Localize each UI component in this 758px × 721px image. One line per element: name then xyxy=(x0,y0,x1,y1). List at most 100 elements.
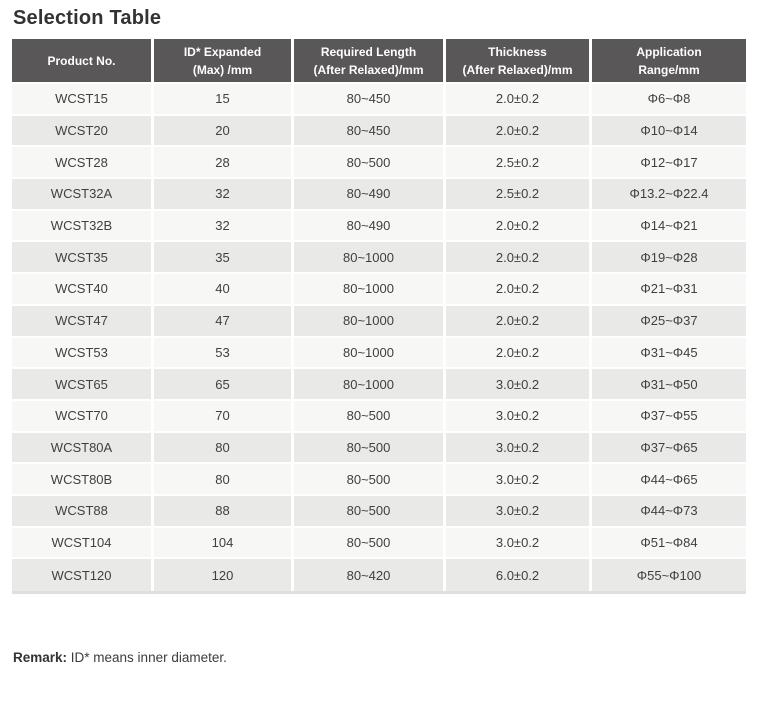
table-row: WCST120 120 80~420 6.0±0.2 Φ55~Φ100 xyxy=(12,559,746,591)
table-cell: 80~1000 xyxy=(294,337,446,370)
remark: Remark: ID* means inner diameter. xyxy=(13,650,746,665)
table-cell: 3.0±0.2 xyxy=(446,369,592,401)
table-cell: Φ55~Φ100 xyxy=(592,559,746,591)
table-cell: WCST65 xyxy=(12,369,154,401)
table-row: WCST32B 32 80~490 2.0±0.2 Φ14~Φ21 xyxy=(12,210,746,243)
table-cell: 80~1000 xyxy=(294,369,446,401)
table-body: WCST15 15 80~450 2.0±0.2 Φ6~Φ8 WCST20 20 80~450… xyxy=(12,84,746,591)
table-cell: Φ37~Φ65 xyxy=(592,432,746,465)
table-cell: Φ19~Φ28 xyxy=(592,242,746,275)
table-cell: 2.0±0.2 xyxy=(446,84,592,116)
table-cell: Φ31~Φ45 xyxy=(592,337,746,370)
table-cell: Φ10~Φ14 xyxy=(592,115,746,148)
table-cell: 32 xyxy=(154,179,294,211)
table-cell: 80~420 xyxy=(294,559,446,591)
table-cell: 2.0±0.2 xyxy=(446,305,592,338)
table-row: WCST70 70 80~500 3.0±0.2 Φ37~Φ55 xyxy=(12,400,746,433)
table-cell: WCST104 xyxy=(12,527,154,560)
table-cell: Φ51~Φ84 xyxy=(592,527,746,560)
selection-table: Product No. ID* Expanded (Max) /mm Requi… xyxy=(12,39,746,594)
table-row: WCST80A 80 80~500 3.0±0.2 Φ37~Φ65 xyxy=(12,432,746,465)
table-cell: 80~500 xyxy=(294,400,446,433)
table-row: WCST15 15 80~450 2.0±0.2 Φ6~Φ8 xyxy=(12,84,746,116)
table-cell: 15 xyxy=(154,84,294,116)
table-cell: 80~490 xyxy=(294,179,446,211)
table-cell: 2.0±0.2 xyxy=(446,210,592,243)
remark-label: Remark: xyxy=(13,650,68,665)
table-row: WCST40 40 80~1000 2.0±0.2 Φ21~Φ31 xyxy=(12,274,746,306)
table-cell: WCST53 xyxy=(12,337,154,370)
table-cell: 53 xyxy=(154,337,294,370)
table-cell: 3.0±0.2 xyxy=(446,495,592,528)
header-thickness: Thickness (After Relaxed)/mm xyxy=(446,39,592,84)
table-cell: 3.0±0.2 xyxy=(446,527,592,560)
table-cell: 80 xyxy=(154,464,294,496)
table-row: WCST32A 32 80~490 2.5±0.2 Φ13.2~Φ22.4 xyxy=(12,179,746,211)
table-cell: Φ21~Φ31 xyxy=(592,274,746,306)
header-required-length: Required Length (After Relaxed)/mm xyxy=(294,39,446,84)
table-row: WCST53 53 80~1000 2.0±0.2 Φ31~Φ45 xyxy=(12,337,746,370)
table-row: WCST35 35 80~1000 2.0±0.2 Φ19~Φ28 xyxy=(12,242,746,275)
table-cell: 80~490 xyxy=(294,210,446,243)
table-cell: 80~1000 xyxy=(294,305,446,338)
table-cell: WCST88 xyxy=(12,495,154,528)
table-cell: WCST20 xyxy=(12,115,154,148)
table-cell: 2.0±0.2 xyxy=(446,115,592,148)
table-cell: Φ6~Φ8 xyxy=(592,84,746,116)
table-cell: 40 xyxy=(154,274,294,306)
table-row: WCST104 104 80~500 3.0±0.2 Φ51~Φ84 xyxy=(12,527,746,560)
table-cell: 2.5±0.2 xyxy=(446,147,592,180)
table-cell: Φ31~Φ50 xyxy=(592,369,746,401)
table-cell: WCST70 xyxy=(12,400,154,433)
table-row: WCST47 47 80~1000 2.0±0.2 Φ25~Φ37 xyxy=(12,305,746,338)
table-cell: 32 xyxy=(154,210,294,243)
table-row: WCST28 28 80~500 2.5±0.2 Φ12~Φ17 xyxy=(12,147,746,180)
table-cell: WCST32B xyxy=(12,210,154,243)
table-cell: WCST120 xyxy=(12,559,154,591)
page: Selection Table Product No. ID* Expanded… xyxy=(12,7,746,665)
table-cell: 3.0±0.2 xyxy=(446,464,592,496)
table-cell: 2.0±0.2 xyxy=(446,242,592,275)
table-cell: 80 xyxy=(154,432,294,465)
table-cell: 80~1000 xyxy=(294,242,446,275)
table-cell: 80~1000 xyxy=(294,274,446,306)
table-cell: 120 xyxy=(154,559,294,591)
table-cell: 88 xyxy=(154,495,294,528)
table-cell: WCST15 xyxy=(12,84,154,116)
table-cell: WCST80A xyxy=(12,432,154,465)
table-cell: 35 xyxy=(154,242,294,275)
table-cell: WCST35 xyxy=(12,242,154,275)
table-cell: 3.0±0.2 xyxy=(446,432,592,465)
table-cell: Φ12~Φ17 xyxy=(592,147,746,180)
table-row: WCST80B 80 80~500 3.0±0.2 Φ44~Φ65 xyxy=(12,464,746,496)
table-cell: WCST28 xyxy=(12,147,154,180)
table-cell: 80~500 xyxy=(294,495,446,528)
table-cell: 70 xyxy=(154,400,294,433)
table-cell: 20 xyxy=(154,115,294,148)
table-cell: Φ44~Φ73 xyxy=(592,495,746,528)
table-cell: 2.0±0.2 xyxy=(446,274,592,306)
table-row: WCST65 65 80~1000 3.0±0.2 Φ31~Φ50 xyxy=(12,369,746,401)
table-cell: Φ14~Φ21 xyxy=(592,210,746,243)
table-cell: 80~500 xyxy=(294,464,446,496)
table-cell: 2.0±0.2 xyxy=(446,337,592,370)
table-cell: 47 xyxy=(154,305,294,338)
table-cell: 65 xyxy=(154,369,294,401)
table-cell: 80~500 xyxy=(294,147,446,180)
table-header-row: Product No. ID* Expanded (Max) /mm Requi… xyxy=(12,39,746,84)
table-cell: Φ13.2~Φ22.4 xyxy=(592,179,746,211)
table-cell: 80~450 xyxy=(294,84,446,116)
table-cell: WCST80B xyxy=(12,464,154,496)
table-cell: 104 xyxy=(154,527,294,560)
table-cell: WCST47 xyxy=(12,305,154,338)
table-cell: 80~500 xyxy=(294,432,446,465)
table-cell: 2.5±0.2 xyxy=(446,179,592,211)
table-cell: Φ37~Φ55 xyxy=(592,400,746,433)
remark-text: ID* means inner diameter. xyxy=(67,650,227,665)
table-cell: 3.0±0.2 xyxy=(446,400,592,433)
table-row: WCST20 20 80~450 2.0±0.2 Φ10~Φ14 xyxy=(12,115,746,148)
table-cell: Φ44~Φ65 xyxy=(592,464,746,496)
table-cell: 80~500 xyxy=(294,527,446,560)
table-cell: WCST32A xyxy=(12,179,154,211)
table-row: WCST88 88 80~500 3.0±0.2 Φ44~Φ73 xyxy=(12,495,746,528)
